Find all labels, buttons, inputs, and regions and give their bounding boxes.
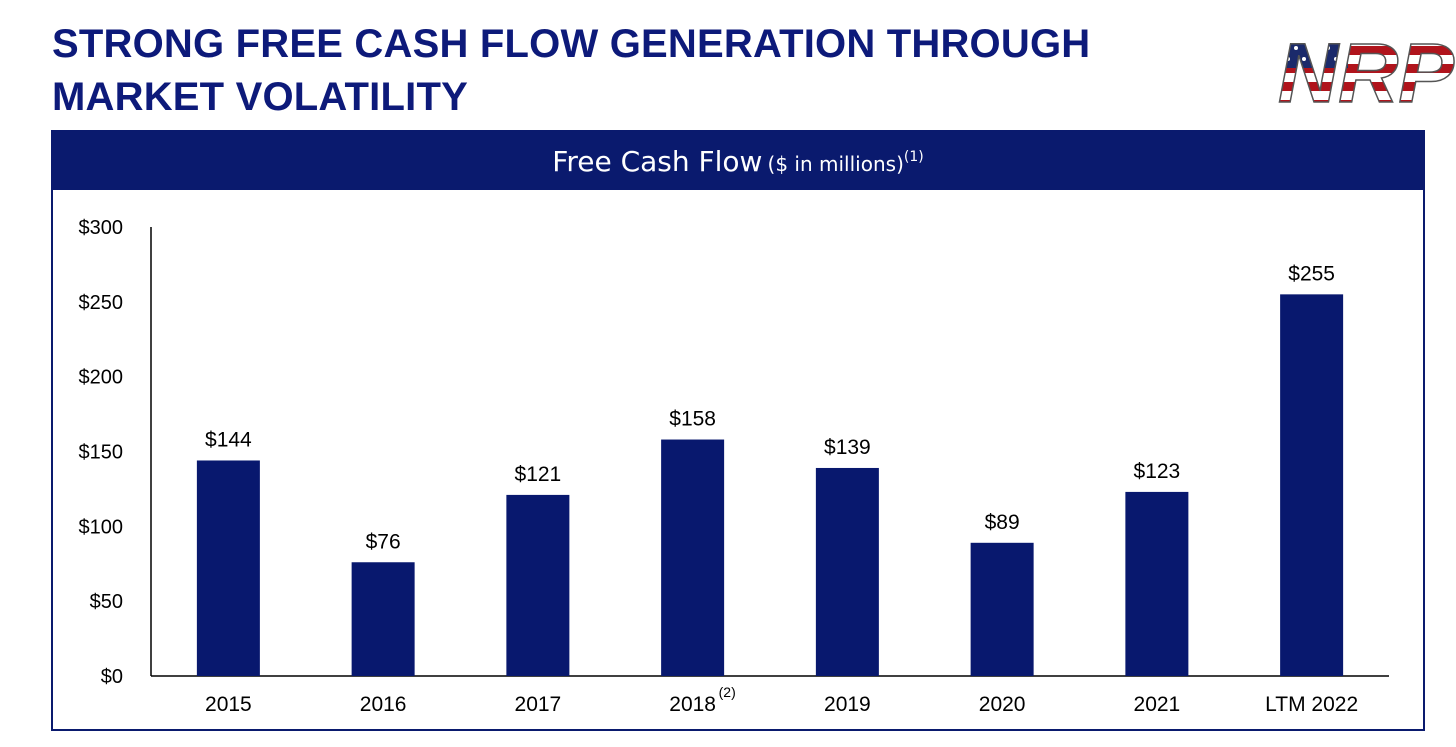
page-title-line-1: STRONG FREE CASH FLOW GENERATION THROUGH <box>52 22 1091 66</box>
x-tick-label: 2018 <box>669 693 716 716</box>
bar <box>1125 491 1189 676</box>
chart-unit-label: ($ in millions) <box>767 152 904 176</box>
x-tick-label: 2020 <box>979 693 1026 716</box>
bar <box>1280 294 1344 676</box>
x-tick-label: 2021 <box>1134 693 1181 716</box>
data-label: $139 <box>824 436 871 459</box>
x-tick-footnote: (2) <box>719 684 736 700</box>
bar <box>661 439 725 676</box>
data-label: $255 <box>1288 262 1335 285</box>
x-tick-label: 2015 <box>205 693 252 716</box>
data-label: $76 <box>366 530 401 553</box>
page-title: STRONG FREE CASH FLOW GENERATION THROUGH… <box>52 18 1090 124</box>
chart-panel-header: Free Cash Flow ($ in millions)(1) <box>53 132 1423 190</box>
nrp-logo: NRP <box>1277 28 1455 112</box>
bar <box>196 460 260 676</box>
y-tick-label: $100 <box>79 516 124 538</box>
bar <box>970 542 1034 676</box>
nrp-logo-text: NRP <box>1278 28 1455 112</box>
chart-footnote-marker: (1) <box>903 148 924 165</box>
chart-panel: Free Cash Flow ($ in millions)(1) $0 $50 $… <box>51 130 1425 731</box>
data-label: $123 <box>1134 460 1181 483</box>
x-tick-label: 2017 <box>515 693 562 716</box>
data-label: $158 <box>669 408 716 431</box>
bar-chart: $0 $50 $100 $150 $200 $250 $300 $144 2015 $76 2016… <box>79 217 1389 716</box>
chart-title: Free Cash Flow <box>552 145 763 178</box>
bar <box>351 562 415 676</box>
y-tick-label: $300 <box>79 217 124 239</box>
data-label: $89 <box>985 511 1020 534</box>
y-tick-label: $50 <box>90 591 123 613</box>
data-label: $121 <box>515 463 562 486</box>
x-tick-label: 2019 <box>824 693 871 716</box>
bar <box>815 467 879 676</box>
bar <box>506 494 570 676</box>
y-tick-label: $150 <box>79 442 124 464</box>
y-tick-label: $200 <box>79 367 124 389</box>
y-tick-label: $250 <box>79 292 124 314</box>
data-label: $144 <box>205 428 252 451</box>
page-title-line-2: MARKET VOLATILITY <box>52 75 468 119</box>
y-tick-label: $0 <box>101 666 123 688</box>
x-tick-label: 2016 <box>360 693 407 716</box>
x-tick-label: LTM 2022 <box>1265 693 1358 716</box>
